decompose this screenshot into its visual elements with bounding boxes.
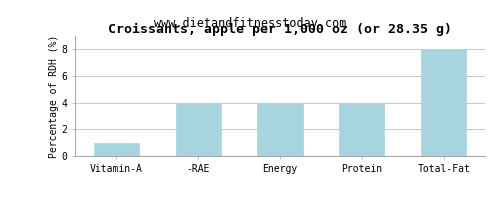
Bar [340, 103, 384, 156]
Y-axis label: Percentage of RDH (%): Percentage of RDH (%) [48, 34, 58, 158]
Title: Croissants, apple per 1,000 oz (or 28.35 g): Croissants, apple per 1,000 oz (or 28.35… [108, 23, 452, 36]
Text: www.dietandfitnesstoday.com: www.dietandfitnesstoday.com [154, 18, 346, 30]
Bar [176, 103, 220, 156]
Bar [94, 143, 138, 156]
Bar [422, 49, 467, 156]
Bar [258, 103, 302, 156]
